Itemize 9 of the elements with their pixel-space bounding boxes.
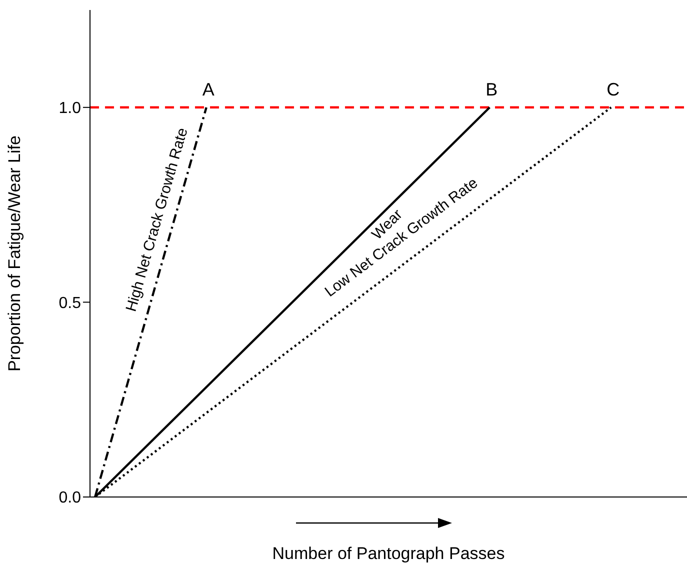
y-tick-label: 1.0	[58, 100, 82, 118]
x-axis-title: Number of Pantograph Passes	[272, 544, 505, 563]
text: High Net Crack Growth Rate	[122, 126, 192, 314]
y-tick-label: 0.5	[58, 294, 82, 312]
y-tick-label: 0.0	[58, 490, 82, 507]
annotation: A	[202, 79, 214, 100]
annotation: C	[606, 79, 620, 100]
annotation: B	[486, 79, 498, 100]
y-axis-title: Proportion of Fatigue/Wear Life	[5, 136, 24, 372]
